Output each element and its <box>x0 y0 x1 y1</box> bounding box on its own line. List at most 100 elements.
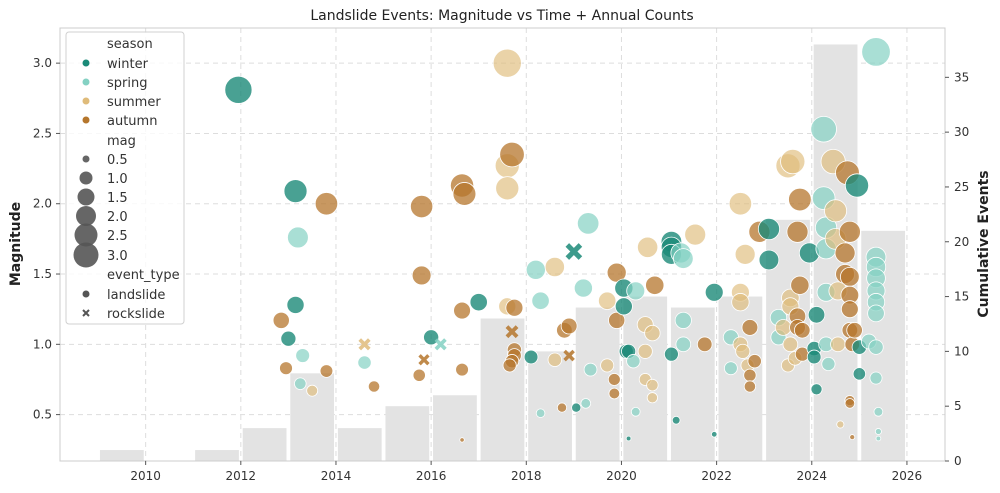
point-landslide <box>724 361 738 376</box>
point-landslide <box>834 242 856 264</box>
point-landslide <box>646 378 659 392</box>
point-landslide <box>758 249 780 271</box>
legend-mag-2-0-label: 2.0 <box>107 210 128 225</box>
y-tick-label: 1.0 <box>33 337 52 351</box>
x-tick-label: 2018 <box>511 469 542 483</box>
point-landslide <box>786 220 809 243</box>
bars-layer <box>99 44 906 461</box>
bar-annual-count <box>99 450 144 461</box>
point-landslide <box>674 311 692 329</box>
point-landslide <box>556 402 568 413</box>
point-landslide <box>626 281 646 301</box>
point-landslide <box>807 306 826 324</box>
legend-summer-marker <box>82 97 90 105</box>
legend-rockslide-label: rockslide <box>107 307 165 322</box>
point-landslide <box>452 182 477 206</box>
point-landslide <box>731 293 750 312</box>
point-landslide <box>684 223 707 246</box>
bar-annual-count <box>337 428 382 461</box>
legend-rockslide-marker <box>82 309 90 317</box>
point-landslide <box>600 358 615 373</box>
point-landslide <box>782 336 799 353</box>
point-landslide <box>306 384 319 397</box>
point-landslide <box>757 217 781 241</box>
legend-spring-label: spring <box>107 76 147 91</box>
point-landslide <box>747 354 762 369</box>
point-landslide <box>455 362 469 377</box>
legend-autumn-marker <box>82 116 90 124</box>
point-landslide <box>741 319 759 336</box>
point-landslide <box>412 368 426 382</box>
point-landslide <box>840 300 859 319</box>
y2-tick-label: 30 <box>954 125 969 139</box>
y-axis-left: 0.5 1.0 1.5 2.0 2.5 3.0 <box>33 56 60 422</box>
point-landslide <box>788 187 812 212</box>
point-landslide <box>505 298 524 317</box>
point-landslide <box>411 265 432 286</box>
point-landslide <box>630 406 641 417</box>
point-landslide <box>279 361 293 376</box>
y-axis-right: 0 5 10 15 20 25 30 35 <box>945 70 969 468</box>
point-landslide <box>868 339 884 355</box>
point-landslide <box>743 368 757 382</box>
point-landslide <box>598 291 617 310</box>
legend-mag-1-5-label: 1.5 <box>107 191 128 206</box>
point-landslide <box>560 317 578 335</box>
point-rockslide <box>418 354 430 366</box>
point-landslide <box>535 408 546 418</box>
y-tick-label: 3.0 <box>33 56 52 70</box>
x-tick-label: 2016 <box>416 469 447 483</box>
point-landslide <box>861 37 891 67</box>
point-landslide <box>573 278 593 298</box>
legend-season-title: season <box>107 37 153 52</box>
x-axis: 2010 2012 2014 2016 2018 2020 2022 2024 2026 <box>130 461 922 483</box>
legend-mag-2-5-label: 2.5 <box>107 229 128 244</box>
x-tick-label: 2012 <box>226 469 257 483</box>
point-landslide <box>774 319 792 336</box>
point-landslide <box>704 282 724 302</box>
point-landslide <box>286 295 305 314</box>
point-landslide <box>830 336 846 353</box>
point-rockslide <box>434 338 447 351</box>
point-landslide <box>846 322 863 339</box>
legend-mag-3-0-label: 3.0 <box>107 249 128 264</box>
point-landslide <box>295 348 311 363</box>
point-landslide <box>625 435 632 442</box>
point-landslide <box>410 194 434 219</box>
y2-tick-label: 20 <box>954 235 969 249</box>
legend-mag-title: mag <box>107 134 136 149</box>
point-landslide <box>544 256 565 278</box>
bar-annual-count <box>433 395 477 461</box>
point-landslide <box>874 428 882 435</box>
point-landslide <box>836 420 845 429</box>
point-landslide <box>580 398 592 409</box>
point-landslide <box>875 435 882 442</box>
point-landslide <box>696 336 713 353</box>
point-landslide <box>314 192 339 216</box>
x-tick-label: 2014 <box>321 469 352 483</box>
point-rockslide <box>563 349 575 362</box>
point-landslide <box>810 115 837 143</box>
point-landslide <box>734 243 756 265</box>
point-landslide <box>287 226 309 249</box>
point-landslide <box>844 173 870 198</box>
legend-spring-marker <box>82 78 90 86</box>
x-tick-label: 2024 <box>797 469 828 483</box>
point-landslide <box>644 324 661 342</box>
point-landslide <box>849 434 856 441</box>
point-landslide <box>608 387 621 400</box>
bar-annual-count <box>670 307 715 461</box>
legend-winter-marker <box>82 59 90 67</box>
legend-mag-0-5-marker <box>82 155 90 163</box>
legend: season winter spring summer autumn mag 0… <box>65 31 185 325</box>
point-landslide <box>319 364 334 378</box>
point-landslide <box>637 236 659 258</box>
point-landslide <box>571 402 582 413</box>
point-landslide <box>664 346 679 362</box>
legend-summer-label: summer <box>107 95 161 110</box>
y2-axis-title: Cumulative Events <box>976 170 992 317</box>
y2-tick-label: 5 <box>954 399 962 413</box>
legend-winter-label: winter <box>107 57 149 72</box>
bar-annual-count <box>718 296 763 461</box>
